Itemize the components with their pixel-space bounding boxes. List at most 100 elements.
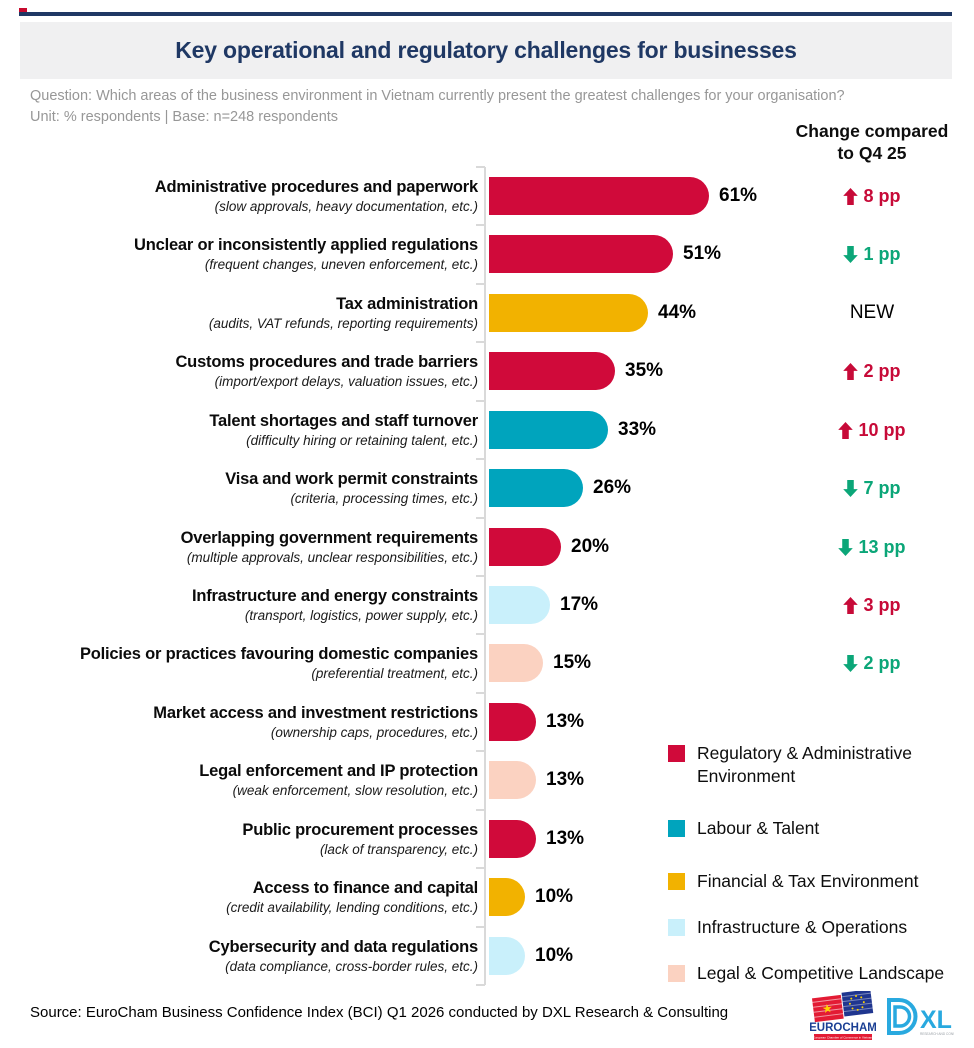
change-value: 8 pp — [863, 185, 901, 206]
row-label-group: Cybersecurity and data regulations (data… — [0, 927, 478, 985]
title-band: Key operational and regulatory challenge… — [20, 22, 952, 79]
row-label: Public procurement processes — [242, 821, 478, 839]
row-label: Tax administration — [336, 295, 478, 313]
row-label-group: Market access and investment restriction… — [0, 693, 478, 751]
row-label: Access to finance and capital — [252, 879, 478, 897]
eurocham-tagline: European Chamber of Commerce in Vietnam — [813, 1036, 873, 1040]
bar — [489, 235, 673, 273]
row-sublabel: (weak enforcement, slow resolution, etc.… — [232, 783, 478, 798]
row-sublabel: (import/export delays, valuation issues,… — [214, 374, 478, 389]
chart-row: Public procurement processes (lack of tr… — [0, 810, 974, 868]
top-divider-line — [19, 12, 952, 16]
change-arrow-icon — [838, 421, 854, 439]
change-header-line2: to Q4 25 — [837, 143, 907, 163]
change-arrow-icon — [843, 596, 859, 614]
row-label-group: Policies or practices favouring domestic… — [0, 634, 478, 692]
chart-row: Administrative procedures and paperwork … — [0, 167, 974, 225]
legend-label: Regulatory & Administrative Environment — [697, 743, 912, 786]
change-value: 10 pp — [858, 419, 906, 440]
row-label: Cybersecurity and data regulations — [208, 938, 478, 956]
row-label: Overlapping government requirements — [180, 529, 479, 547]
change-indicator: 7 pp — [790, 459, 954, 517]
row-sublabel: (ownership caps, procedures, etc.) — [270, 725, 478, 740]
unit-base-text: Unit: % respondents | Base: n=248 respon… — [30, 109, 339, 125]
bar — [489, 644, 543, 682]
row-label-group: Talent shortages and staff turnover (dif… — [0, 401, 478, 459]
change-arrow-icon — [843, 479, 859, 497]
change-arrow-icon — [838, 538, 854, 556]
row-label-group: Public procurement processes (lack of tr… — [0, 810, 478, 868]
chart-axis-line — [484, 167, 486, 985]
bar-value: 13% — [546, 769, 585, 790]
change-arrow-icon — [843, 362, 859, 380]
change-value: 13 pp — [858, 536, 906, 557]
row-sublabel: (frequent changes, uneven enforcement, e… — [204, 257, 478, 272]
bar-value: 13% — [546, 828, 585, 849]
bar — [489, 878, 525, 916]
row-sublabel: (data compliance, cross-border rules, et… — [225, 959, 478, 974]
chart-row: Access to finance and capital (credit av… — [0, 868, 974, 926]
change-indicator: 8 pp — [790, 167, 954, 225]
bar — [489, 937, 525, 975]
bar — [489, 469, 583, 507]
chart-row: Market access and investment restriction… — [0, 693, 974, 751]
change-indicator: 1 pp — [790, 225, 954, 283]
change-value: 3 pp — [863, 594, 901, 615]
row-label-group: Access to finance and capital (credit av… — [0, 868, 478, 926]
row-label: Infrastructure and energy constraints — [191, 587, 478, 605]
row-sublabel: (difficulty hiring or retaining talent, … — [246, 433, 478, 448]
row-sublabel: (transport, logistics, power supply, etc… — [244, 608, 478, 623]
change-indicator: 3 pp — [790, 576, 954, 634]
row-label: Unclear or inconsistently applied regula… — [134, 236, 478, 254]
row-sublabel: (credit availability, lending conditions… — [226, 900, 478, 915]
legend-swatch — [668, 820, 685, 837]
chart-row: Customs procedures and trade barriers (i… — [0, 342, 974, 400]
bar — [489, 586, 550, 624]
row-sublabel: (preferential treatment, etc.) — [311, 666, 478, 681]
row-sublabel: (lack of transparency, etc.) — [319, 842, 478, 857]
change-value: NEW — [849, 302, 895, 323]
row-label-group: Unclear or inconsistently applied regula… — [0, 225, 478, 283]
chart-row: Tax administration (audits, VAT refunds,… — [0, 284, 974, 342]
legend-swatch — [668, 919, 685, 936]
row-label: Visa and work permit constraints — [225, 470, 478, 488]
change-column-header: Change compared to Q4 25 — [790, 120, 954, 164]
chart-row: Talent shortages and staff turnover (dif… — [0, 401, 974, 459]
bar — [489, 411, 608, 449]
bar-value: 13% — [546, 711, 585, 732]
question-text: Question: Which areas of the business en… — [30, 88, 845, 104]
bar-value: 20% — [571, 536, 610, 557]
bar-value: 17% — [560, 594, 599, 615]
bar — [489, 703, 536, 741]
bar-value: 35% — [625, 360, 664, 381]
chart-row: Overlapping government requirements (mul… — [0, 518, 974, 576]
legend-label: Legal & Competitive Landscape — [697, 963, 945, 983]
bar — [489, 820, 536, 858]
bar-value: 33% — [618, 419, 657, 440]
legend-swatch — [668, 745, 685, 762]
change-arrow-icon — [843, 245, 859, 263]
change-value: 1 pp — [863, 243, 901, 264]
chart-row: Visa and work permit constraints (criter… — [0, 459, 974, 517]
change-indicator: 2 pp — [790, 342, 954, 400]
bar — [489, 352, 615, 390]
legend-label: Labour & Talent — [697, 818, 820, 838]
row-label-group: Overlapping government requirements (mul… — [0, 518, 479, 576]
change-indicator: 13 pp — [790, 518, 954, 576]
dxl-d-icon — [887, 998, 918, 1035]
row-label: Policies or practices favouring domestic… — [79, 645, 478, 663]
eurocham-logo: ★ EUROCHAM European Chamber of Commerce … — [810, 991, 876, 1040]
row-sublabel: (audits, VAT refunds, reporting requirem… — [208, 316, 478, 331]
legend-item: Legal & Competitive Landscape — [668, 962, 963, 985]
change-indicator: 10 pp — [790, 401, 954, 459]
bar-value: 26% — [593, 477, 632, 498]
row-label: Administrative procedures and paperwork — [154, 178, 478, 196]
legend-item: Financial & Tax Environment — [668, 870, 963, 893]
chart-row: Cybersecurity and data regulations (data… — [0, 927, 974, 985]
change-arrow-icon — [843, 654, 859, 672]
row-label: Talent shortages and staff turnover — [209, 412, 478, 430]
bar-value: 61% — [719, 185, 758, 206]
chart-row: Legal enforcement and IP protection (wea… — [0, 751, 974, 809]
bar-value: 10% — [535, 886, 574, 907]
change-indicator: 2 pp — [790, 634, 954, 692]
